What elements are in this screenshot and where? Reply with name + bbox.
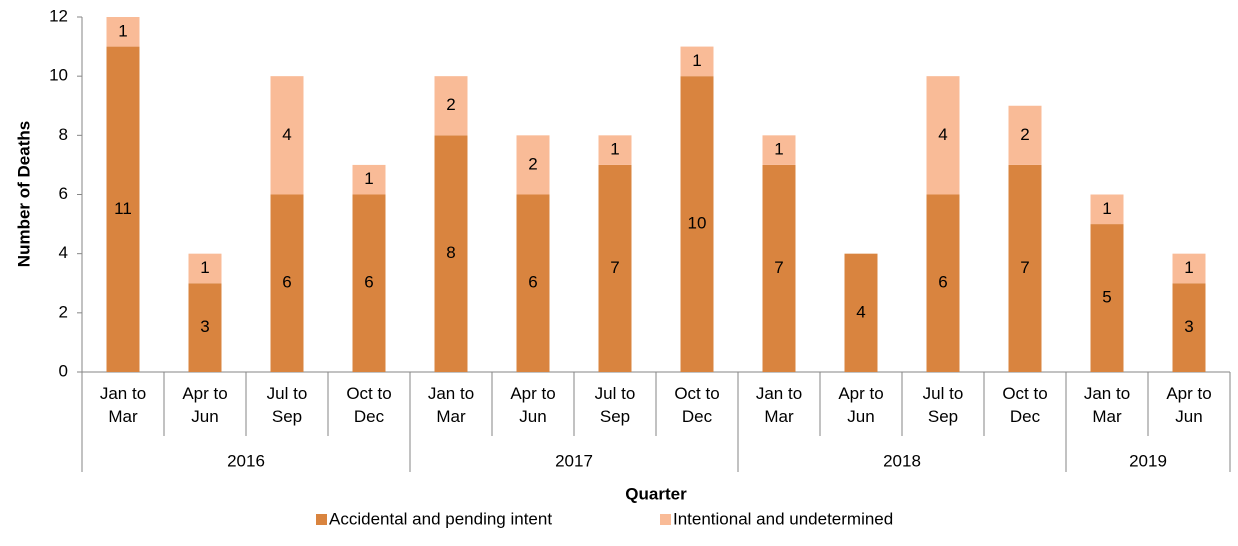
data-label: 3 [1184,317,1193,336]
x-tick-label: Oct to Dec [1002,384,1047,426]
bar-segment [434,76,468,136]
y-tick-label: 10 [49,66,68,85]
group-label: 2017 [555,451,593,470]
data-label: 7 [774,258,783,277]
x-tick-label: Jul to Sep [923,384,964,426]
data-label: 6 [528,273,537,292]
bar-segment [106,17,140,47]
x-tick-label: Jul to Sep [267,384,308,426]
x-tick-label: Apr to Jun [1166,384,1211,426]
data-label: 6 [364,273,373,292]
bar-segment [1172,253,1206,284]
y-tick-label: 0 [59,361,68,380]
data-label: 1 [610,140,619,159]
y-tick-label: 8 [59,125,68,144]
x-tick-label: Jan to Mar [100,384,146,426]
data-label: 1 [118,21,127,40]
bar-segment [926,76,960,195]
y-tick-label: 4 [59,243,68,262]
bar-segment [844,253,878,372]
bar-segment [1090,194,1124,225]
x-tick-label: Oct to Dec [346,384,391,426]
data-label: 7 [1020,258,1029,277]
bar-segment [434,135,468,372]
legend-label: Intentional and undetermined [673,509,893,528]
bar-segment [352,164,386,195]
data-label: 4 [938,125,947,144]
y-tick-label: 2 [59,302,68,321]
x-tick-label: Jan to Mar [428,384,474,426]
bar-segment [1008,105,1042,165]
x-axis-label: Quarter [625,484,687,503]
data-label: 1 [1102,199,1111,218]
bar-segment [680,76,714,373]
bar-segment [516,194,550,372]
data-label: 6 [282,273,291,292]
y-axis-label: Number of Deaths [14,121,33,267]
x-tick-label: Oct to Dec [674,384,719,426]
bar-segment [680,46,714,77]
bar-segment [1090,224,1124,372]
bar-segment [516,135,550,195]
bar-segment [762,135,796,165]
bar-segment [106,46,140,372]
data-label: 4 [856,302,865,321]
bar-segment [762,164,796,372]
bar-segment [188,253,222,284]
group-label: 2019 [1129,451,1167,470]
data-label: 1 [692,51,701,70]
data-label: 3 [200,317,209,336]
bar-segment [598,135,632,165]
group-label: 2016 [227,451,265,470]
bar-segment [1172,283,1206,372]
bar-segment [188,283,222,372]
x-tick-label: Jan to Mar [756,384,802,426]
y-tick-label: 12 [49,6,68,25]
x-tick-label: Apr to Jun [182,384,227,426]
data-label: 2 [1020,125,1029,144]
bar-segment [598,164,632,372]
data-label: 7 [610,258,619,277]
data-label: 1 [200,258,209,277]
y-tick-label: 6 [59,184,68,203]
legend-swatch [316,514,327,525]
data-label: 5 [1102,288,1111,307]
data-label: 6 [938,273,947,292]
data-label: 1 [774,140,783,159]
bar-segment [926,194,960,372]
legend-label: Accidental and pending intent [329,509,552,528]
x-tick-label: Jul to Sep [595,384,636,426]
data-label: 1 [364,169,373,188]
data-label: 11 [114,199,132,218]
data-label: 10 [688,214,707,233]
x-tick-label: Apr to Jun [510,384,555,426]
group-label: 2018 [883,451,921,470]
data-label: 8 [446,243,455,262]
data-label: 4 [282,125,291,144]
legend-swatch [660,514,671,525]
bar-segment [1008,164,1042,372]
data-label: 2 [446,95,455,114]
data-label: 1 [1184,258,1193,277]
x-tick-label: Apr to Jun [838,384,883,426]
x-tick-label: Jan to Mar [1084,384,1130,426]
data-label: 2 [528,154,537,173]
bar-segment [270,194,304,372]
bar-segment [270,76,304,195]
bar-segment [352,194,386,372]
